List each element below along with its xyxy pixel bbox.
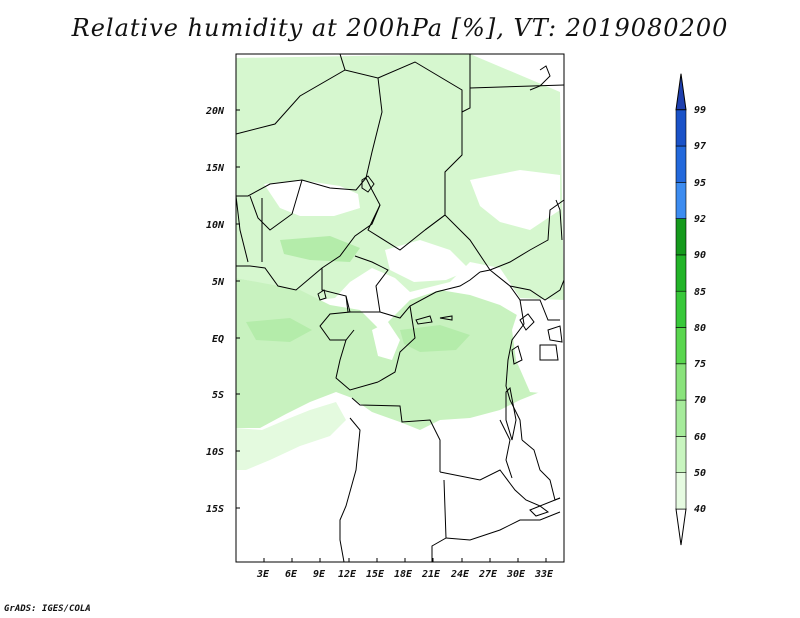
- lat-tick-15s: 15S: [206, 504, 224, 515]
- lat-tick-20n: 20N: [205, 106, 225, 117]
- lon-tick-27e: 27E: [478, 569, 498, 580]
- colorbar-segment: [675, 182, 687, 219]
- lat-tick-5s: 5S: [212, 390, 224, 401]
- lon-tick-6e: 6E: [285, 569, 298, 580]
- colorbar-segment: [675, 436, 687, 473]
- lat-tick-5n: 5N: [212, 277, 225, 288]
- lat-tick-labels: 20N 15N 10N 5N EQ 5S 10S 15S: [205, 106, 225, 515]
- colorbar-segment: [675, 254, 687, 292]
- country-borders: [235, 53, 565, 563]
- lat-tick-10s: 10S: [206, 447, 224, 458]
- lon-tick-15e: 15E: [366, 569, 385, 580]
- humidity-gap-sahara: [264, 180, 360, 216]
- map-frame: [235, 53, 565, 563]
- colorbar-label-50: 50: [694, 468, 706, 479]
- lat-tick-marks: [236, 109, 240, 509]
- colorbar-label-95: 95: [694, 178, 706, 189]
- colorbar-segment: [675, 363, 687, 401]
- lat-tick-eq: EQ: [212, 334, 224, 345]
- colorbar-segment: [675, 218, 687, 256]
- colorbar: 40 50 60 70 75 80 85 90 92 95 97 99: [675, 73, 706, 546]
- lon-tick-9e: 9E: [313, 569, 326, 580]
- humidity-field: [236, 54, 564, 470]
- humidity-darker-bands: [246, 236, 470, 352]
- colorbar-upper-arrow: [675, 73, 687, 111]
- lon-tick-24e: 24E: [450, 569, 470, 580]
- lon-tick-12e: 12E: [338, 569, 357, 580]
- colorbar-label-99: 99: [694, 105, 706, 116]
- colorbar-segment: [675, 290, 687, 328]
- humidity-gap-congo: [372, 322, 400, 360]
- colorbar-label-40: 40: [694, 504, 706, 515]
- colorbar-segment: [675, 327, 687, 365]
- colorbar-label-85: 85: [694, 287, 706, 298]
- colorbar-segment: [675, 472, 687, 510]
- grads-credit: GrADS: IGES/COLA: [4, 604, 91, 614]
- colorbar-labels: 40 50 60 70 75 80 85 90 92 95 97 99: [694, 105, 706, 515]
- lon-tick-18e: 18E: [394, 569, 413, 580]
- colorbar-segments: [675, 73, 687, 546]
- lat-tick-15n: 15N: [206, 163, 225, 174]
- lon-tick-33e: 33E: [534, 569, 554, 580]
- lat-tick-10n: 10N: [206, 220, 225, 231]
- colorbar-label-80: 80: [694, 323, 706, 334]
- map-title: Relative humidity at 200hPa [%], VT: 201…: [71, 14, 729, 42]
- colorbar-lower-arrow: [675, 508, 687, 546]
- lon-tick-labels: 3E 6E 9E 12E 15E 18E 21E 24E 27E 30E 33E: [256, 569, 554, 580]
- colorbar-label-90: 90: [694, 250, 706, 261]
- lon-tick-30e: 30E: [506, 569, 526, 580]
- lon-tick-21e: 21E: [421, 569, 441, 580]
- humidity-gap-central: [385, 240, 470, 282]
- colorbar-segment: [675, 399, 687, 437]
- colorbar-label-75: 75: [694, 359, 706, 370]
- lon-tick-3e: 3E: [256, 569, 270, 580]
- colorbar-label-60: 60: [694, 432, 706, 443]
- humidity-gap-east: [470, 170, 560, 230]
- colorbar-segment: [675, 145, 687, 183]
- humidity-region-south: [236, 402, 346, 470]
- colorbar-label-97: 97: [694, 141, 706, 152]
- colorbar-label-92: 92: [694, 214, 706, 225]
- colorbar-segment: [675, 109, 687, 147]
- lakes: [317, 175, 563, 517]
- lon-tick-marks: [263, 558, 547, 562]
- colorbar-label-70: 70: [694, 395, 706, 406]
